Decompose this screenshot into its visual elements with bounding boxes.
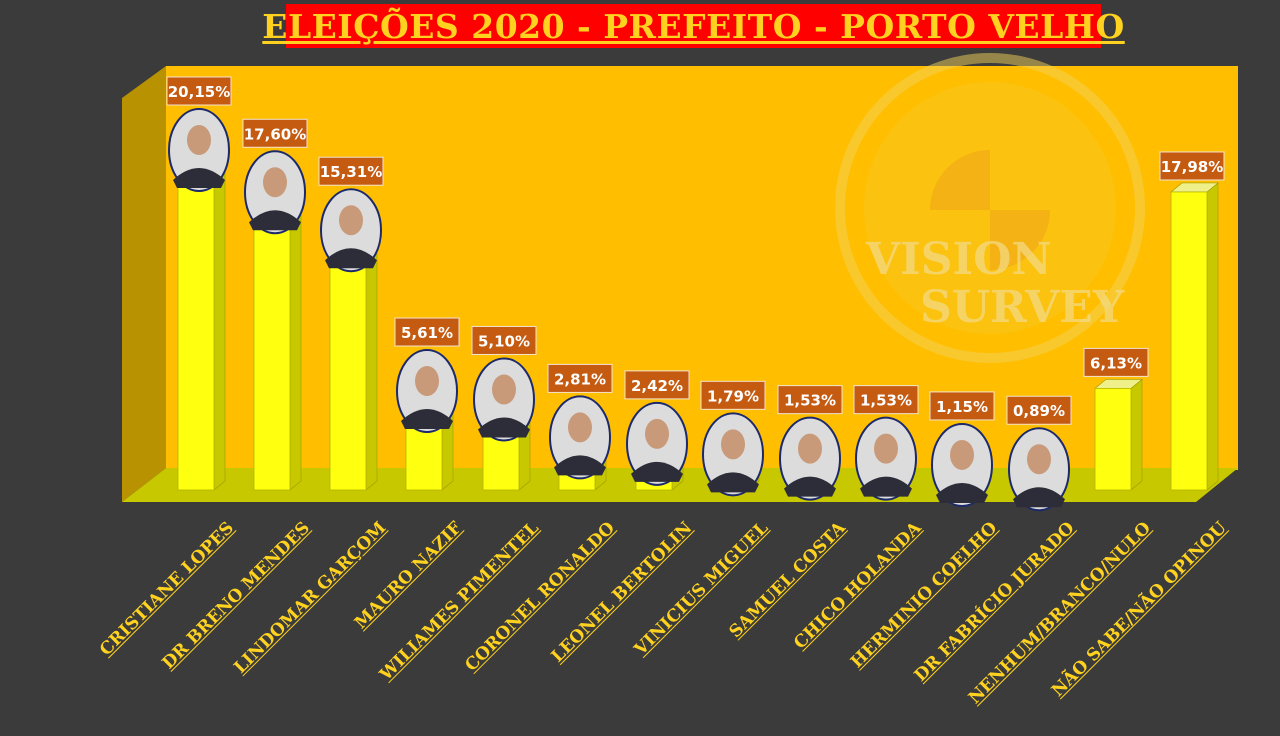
candidate-photo-face — [798, 433, 822, 464]
value-label: 6,13% — [1090, 354, 1142, 372]
bar — [253, 197, 291, 491]
watermark-text: VISION — [865, 234, 1052, 285]
chart-title-box: ELEIÇÕES 2020 - PREFEITO - PORTO VELHO — [262, 4, 1124, 48]
candidate-photo-body — [325, 248, 377, 269]
candidate-photo-body — [784, 476, 836, 497]
bar-group: 2,42% — [624, 370, 690, 491]
candidate-photo-body — [249, 210, 301, 231]
bar-group: 1,79% — [700, 380, 766, 497]
watermark-ring — [835, 53, 1145, 363]
bar-group: 17,98% — [1159, 151, 1225, 491]
value-label: 1,53% — [860, 392, 912, 410]
value-label-box — [853, 385, 919, 415]
value-label: 17,98% — [1161, 158, 1223, 176]
bar — [329, 235, 367, 491]
bar-group: 6,13% — [1083, 347, 1149, 491]
value-label-box — [547, 363, 613, 393]
candidate-photo-body — [936, 482, 988, 503]
value-label-box — [318, 156, 384, 186]
value-label-box — [394, 317, 460, 347]
candidate-photo-body — [554, 455, 606, 476]
watermark-quadrant — [990, 210, 1050, 270]
watermark-quadrant — [930, 150, 990, 210]
value-label-box — [624, 370, 690, 400]
value-label-box — [166, 76, 232, 106]
value-label: 0,89% — [1013, 402, 1065, 420]
candidate-photo-body — [860, 476, 912, 497]
candidate-photo-face — [339, 205, 363, 236]
bar-group: 20,15% — [166, 76, 232, 491]
candidate-photo-face — [950, 439, 974, 470]
value-label-box — [1159, 151, 1225, 181]
bar — [1094, 387, 1132, 491]
candidate-photo-face — [492, 374, 516, 405]
bar-group: 0,89% — [1006, 395, 1072, 512]
value-label: 20,15% — [168, 83, 230, 101]
bar-group: 5,61% — [394, 317, 460, 491]
bar-group: 15,31% — [318, 156, 384, 491]
bar-group: 1,53% — [777, 385, 843, 501]
candidate-photo-face — [415, 366, 439, 397]
candidate-photo-face — [874, 433, 898, 464]
candidate-photo-body — [478, 417, 530, 438]
candidate-photo-body — [707, 472, 759, 493]
bar-group: 2,81% — [547, 363, 613, 491]
bar — [177, 155, 215, 491]
candidate-photo-face — [187, 125, 211, 155]
bar-side — [1206, 182, 1219, 491]
value-label: 5,10% — [478, 332, 530, 350]
candidate-photo-body — [173, 168, 225, 188]
bar — [1170, 191, 1208, 491]
chart-title: ELEIÇÕES 2020 - PREFEITO - PORTO VELHO — [262, 6, 1125, 46]
bar-group: 1,15% — [929, 391, 995, 507]
candidate-photo-face — [1027, 444, 1051, 475]
candidate-photo-body — [1013, 487, 1065, 508]
value-label-box — [242, 118, 308, 148]
bar-group: 5,10% — [471, 325, 537, 491]
value-label: 15,31% — [320, 163, 382, 181]
value-label: 17,60% — [244, 125, 306, 143]
candidate-photo-body — [401, 409, 453, 430]
bar-group: 1,53% — [853, 385, 919, 501]
value-label-box — [777, 385, 843, 415]
value-label: 2,42% — [631, 377, 683, 395]
bar-group: 17,60% — [242, 118, 308, 491]
value-label-box — [471, 325, 537, 355]
value-label-box — [700, 380, 766, 410]
value-label: 1,15% — [936, 398, 988, 416]
value-label: 1,79% — [707, 387, 759, 405]
watermark-text: SURVEY — [920, 282, 1125, 333]
value-label-box — [929, 391, 995, 421]
candidate-photo-body — [631, 461, 683, 482]
bars-group: 20,15% 17,60% 15,31% 5,61% 5,10% 2,81% 2,42% 1,… — [166, 76, 1225, 512]
candidate-photo-face — [721, 429, 745, 460]
left-wall — [122, 66, 166, 502]
candidate-photo-face — [568, 412, 592, 443]
value-label: 2,81% — [554, 370, 606, 388]
bar-side — [1130, 378, 1143, 491]
value-label-box — [1006, 395, 1072, 425]
value-label: 5,61% — [401, 324, 453, 342]
value-label: 1,53% — [784, 392, 836, 410]
bar-side — [213, 146, 226, 491]
candidate-photo-face — [263, 167, 287, 198]
bar-side — [289, 188, 302, 491]
candidate-photo-face — [645, 418, 669, 449]
value-label-box — [1083, 347, 1149, 377]
